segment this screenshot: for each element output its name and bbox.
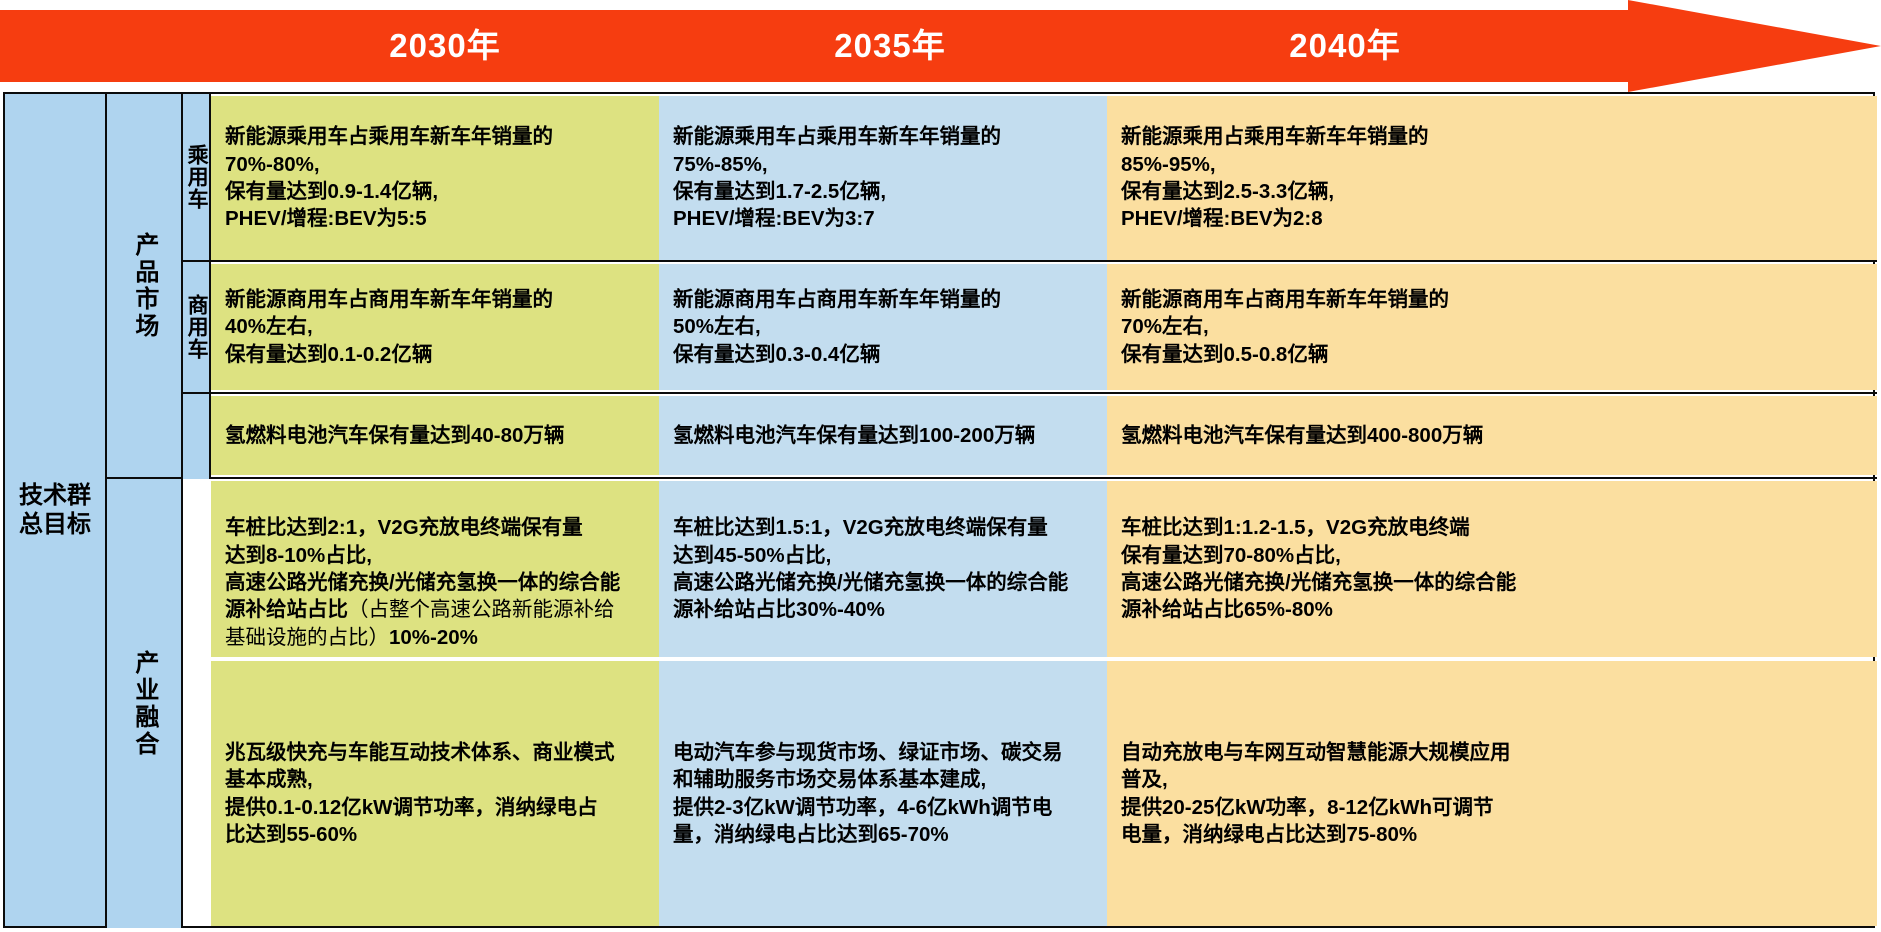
group-label-product-market: 产品市场: [130, 231, 158, 340]
milestone-label-2035: 2035年: [834, 27, 946, 64]
cell-passenger-2040: 新能源乘用占乘用车新车年销量的 85%-95%, 保有量达到2.5-3.3亿辆,…: [1107, 96, 1877, 260]
cell-commercial-2035: 新能源商用车占商用车新车年销量的 50%左右, 保有量达到0.3-0.4亿辆: [659, 264, 1159, 390]
arrow-body: [0, 10, 1632, 82]
cell-hydrogen-2030: 氢燃料电池汽车保有量达到40-80万辆: [211, 396, 711, 475]
milestone-label-2040: 2040年: [1289, 27, 1401, 64]
cell-charging-2030-value: 10%-20%: [389, 625, 478, 649]
content-grid: 新能源乘用车占乘用车新车年销量的 70%-80%, 保有量达到0.9-1.4亿辆…: [211, 94, 1877, 926]
cell-commercial-2030: 新能源商用车占商用车新车年销量的 40%左右, 保有量达到0.1-0.2亿辆: [211, 264, 711, 390]
root-goal-label: 技术群 总目标: [19, 481, 91, 538]
row-divider-3: [211, 477, 1877, 479]
subgroup-label-passenger: 乘用车: [185, 144, 209, 210]
cell-charging-2030-main: 车桩比达到2:1，V2G充放电终端保有量 达到8-10%占比, 高速公路光储充换…: [225, 516, 621, 622]
group-label-industry-integration: 产业融合: [130, 649, 158, 758]
cell-hydrogen-2040: 氢燃料电池汽车保有量达到400-800万辆: [1107, 396, 1877, 475]
roadmap-table: 技术群 总目标 产品市场 产业融合 乘用车 商用车 新能源乘用车占乘用车新车年销…: [3, 92, 1877, 928]
group-cell-industry-integration: 产业融合: [107, 479, 183, 928]
cell-charging-2035: 车桩比达到1.5:1，V2G充放电终端保有量 达到45-50%占比, 高速公路光…: [659, 481, 1159, 657]
cell-grid-2035: 电动汽车参与现货市场、绿证市场、碳交易 和辅助服务市场交易体系基本建成, 提供2…: [659, 661, 1159, 926]
subgroup-label-commercial: 商用车: [185, 294, 209, 360]
timeline-arrow: 2030年 2035年 2040年: [0, 0, 1881, 92]
row-divider-2: [211, 392, 1877, 394]
cell-hydrogen-2035: 氢燃料电池汽车保有量达到100-200万辆: [659, 396, 1159, 475]
subgroup-cell-commercial: 商用车: [183, 262, 211, 394]
cell-grid-2040: 自动充放电与车网互动智慧能源大规模应用 普及, 提供20-25亿kW功率，8-1…: [1107, 661, 1877, 926]
group-cell-product-market: 产品市场: [107, 94, 183, 479]
milestone-label-2030: 2030年: [389, 27, 501, 64]
cell-grid-2030: 兆瓦级快充与车能互动技术体系、商业模式 基本成熟, 提供0.1-0.12亿kW调…: [211, 661, 711, 926]
root-goal-cell: 技术群 总目标: [5, 94, 107, 926]
row-divider-1: [211, 260, 1877, 262]
cell-passenger-2030: 新能源乘用车占乘用车新车年销量的 70%-80%, 保有量达到0.9-1.4亿辆…: [211, 96, 711, 260]
cell-charging-2030: 车桩比达到2:1，V2G充放电终端保有量 达到8-10%占比, 高速公路光储充换…: [211, 481, 711, 657]
subgroup-cell-passenger: 乘用车: [183, 94, 211, 262]
cell-charging-2030-note: （占整个高速公路新能源补给 基础设施的占比）: [225, 598, 615, 649]
cell-charging-2040: 车桩比达到1:1.2-1.5，V2G充放电终端 保有量达到70-80%占比, 高…: [1107, 481, 1877, 657]
cell-commercial-2040: 新能源商用车占商用车新车年销量的 70%左右, 保有量达到0.5-0.8亿辆: [1107, 264, 1877, 390]
arrow-head-icon: [1628, 0, 1881, 92]
cell-passenger-2035: 新能源乘用车占乘用车新车年销量的 75%-85%, 保有量达到1.7-2.5亿辆…: [659, 96, 1159, 260]
subgroup-cell-blank: [183, 394, 211, 479]
